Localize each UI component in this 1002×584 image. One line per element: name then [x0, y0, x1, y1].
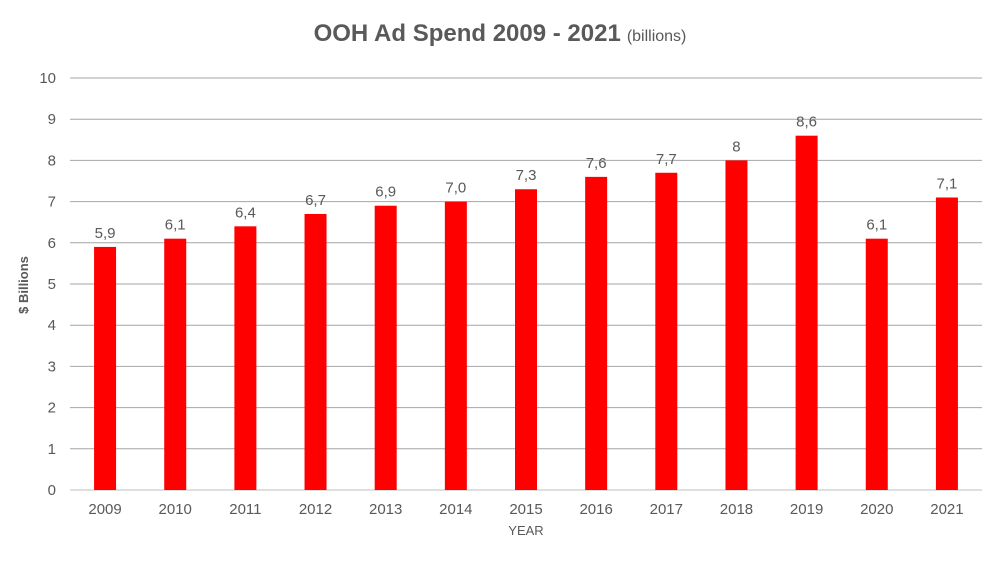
x-tick-label: 2012	[299, 501, 332, 518]
data-label-2018: 8	[732, 138, 740, 155]
x-tick-label: 2018	[720, 501, 753, 518]
data-label-2020: 6,1	[866, 217, 887, 234]
bar-2015	[515, 189, 537, 491]
chart-title: OOH Ad Spend 2009 - 2021 (billions)	[314, 20, 687, 47]
y-tick-label: 0	[48, 482, 56, 499]
y-tick-label: 8	[48, 152, 56, 169]
y-tick-label: 3	[48, 358, 56, 375]
x-tick-label: 2014	[439, 501, 472, 518]
x-tick-label: 2015	[509, 501, 542, 518]
bar-2011	[234, 226, 257, 490]
data-label-2011: 6,4	[235, 204, 256, 221]
bar-2013	[374, 205, 397, 490]
bar-2014	[444, 201, 467, 490]
y-axis-label: $ Billions	[16, 256, 31, 314]
y-tick-label: 4	[48, 317, 56, 334]
data-label-2012: 6,7	[305, 192, 326, 209]
data-label-2015: 7,3	[516, 167, 537, 184]
data-label-2017: 7,7	[656, 151, 677, 168]
x-tick-label: 2010	[159, 501, 192, 518]
data-label-2014: 7,0	[445, 180, 466, 197]
bar-2020	[865, 238, 888, 490]
bar-2019	[795, 135, 818, 490]
y-tick-label: 9	[48, 111, 56, 128]
x-tick-label: 2020	[860, 501, 893, 518]
y-tick-label: 10	[39, 70, 56, 87]
data-label-2009: 5,9	[95, 225, 116, 242]
bar-2021	[935, 197, 958, 491]
x-tick-label: 2013	[369, 501, 402, 518]
bar-2010	[164, 238, 187, 490]
x-tick-label: 2019	[790, 501, 823, 518]
x-tick-label: 2021	[930, 501, 963, 518]
bar-2017	[655, 172, 678, 490]
x-tick-label: 2016	[579, 501, 612, 518]
chart-subtitle: (billions)	[627, 28, 687, 45]
y-tick-label: 2	[48, 400, 56, 417]
bar-2012	[304, 213, 327, 490]
y-tick-label: 6	[48, 235, 56, 252]
y-tick-label: 5	[48, 276, 56, 293]
x-tick-label: 2011	[229, 501, 261, 518]
chart-title-main: OOH Ad Spend 2009 - 2021	[314, 20, 621, 47]
x-tick-label: 2017	[650, 501, 683, 518]
data-label-2013: 6,9	[375, 184, 396, 201]
data-label-2010: 6,1	[165, 217, 186, 234]
y-tick-label: 7	[48, 194, 56, 211]
y-tick-label: 1	[48, 441, 56, 458]
data-label-2021: 7,1	[936, 175, 957, 192]
data-label-2019: 8,6	[796, 114, 817, 131]
x-axis-label: YEAR	[508, 523, 543, 538]
bar-2018	[725, 160, 748, 490]
bar-2009	[94, 246, 117, 490]
x-tick-label: 2009	[88, 501, 121, 518]
data-label-2016: 7,6	[586, 155, 607, 172]
bar-2016	[585, 176, 608, 490]
